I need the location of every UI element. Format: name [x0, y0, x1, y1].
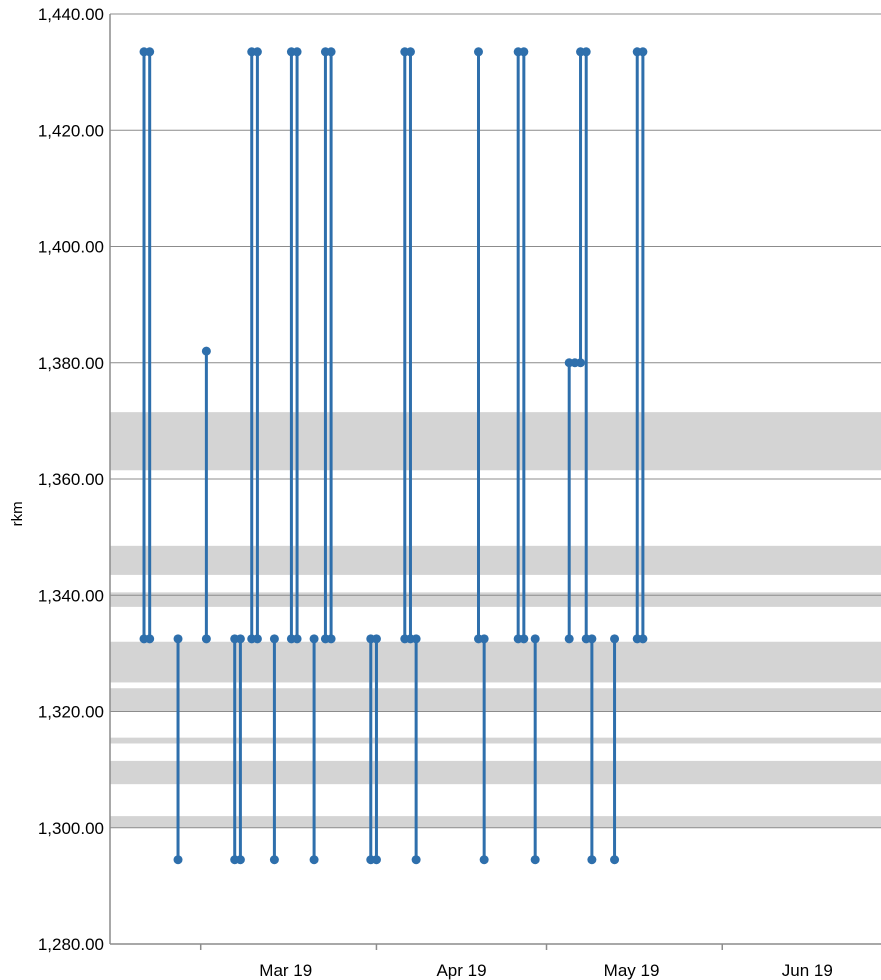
axes [109, 14, 881, 950]
shaded-band [110, 760, 881, 785]
data-point [638, 634, 648, 644]
y-tick-label: 1,300.00 [38, 819, 104, 838]
y-tick-label: 1,280.00 [38, 935, 104, 954]
shaded-band [110, 816, 881, 828]
data-point [530, 855, 540, 865]
data-point [519, 47, 529, 57]
data-point [371, 634, 381, 644]
x-tick-label: Jun 19 [782, 961, 833, 980]
data-point [581, 47, 591, 57]
data-point [610, 855, 620, 865]
data-point [479, 855, 489, 865]
y-tick-label: 1,360.00 [38, 470, 104, 489]
data-point [411, 855, 421, 865]
y-tick-label: 1,400.00 [38, 238, 104, 257]
data-point [309, 634, 319, 644]
data-point [479, 634, 489, 644]
data-point [473, 47, 483, 57]
data-point [587, 855, 597, 865]
shaded-band [110, 592, 881, 607]
data-point [570, 358, 580, 368]
y-tick-labels: 1,280.00 1,300.00 1,320.00 1,340.00 1,360.00… [38, 5, 104, 954]
data-point [411, 634, 421, 644]
gridlines [110, 13, 881, 829]
y-tick-label: 1,380.00 [38, 354, 104, 373]
data-point [292, 47, 302, 57]
y-tick-label: 1,440.00 [38, 5, 104, 24]
data-point [405, 47, 415, 57]
data-point [587, 634, 597, 644]
data-point [326, 634, 336, 644]
data-point [252, 634, 262, 644]
x-tick-label: Mar 19 [259, 961, 312, 980]
shaded-band [110, 545, 881, 575]
data-point [201, 346, 211, 356]
data-point [173, 855, 183, 865]
shaded-band [110, 737, 881, 744]
data-point [201, 634, 211, 644]
data-point [610, 634, 620, 644]
data-point [326, 47, 336, 57]
data-point [292, 634, 302, 644]
data-point [309, 855, 319, 865]
data-point [638, 47, 648, 57]
data-point [530, 634, 540, 644]
series-rkm [139, 47, 648, 865]
data-point [145, 634, 155, 644]
data-point [269, 634, 279, 644]
y-tick-label: 1,340.00 [38, 586, 104, 605]
x-tick-label: May 19 [604, 961, 660, 980]
x-tick-labels: Mar 19 Apr 19 May 19 Jun 19 [259, 961, 833, 980]
shaded-band [110, 412, 881, 471]
data-point [235, 634, 245, 644]
y-tick-label: 1,320.00 [38, 703, 104, 722]
x-tick-label: Apr 19 [436, 961, 486, 980]
data-point [564, 634, 574, 644]
data-point [269, 855, 279, 865]
data-point [235, 855, 245, 865]
data-point [371, 855, 381, 865]
data-point [519, 634, 529, 644]
data-point [173, 634, 183, 644]
shaded-band [110, 688, 881, 712]
data-point [145, 47, 155, 57]
y-axis-title: rkm [9, 501, 26, 526]
y-tick-label: 1,420.00 [38, 121, 104, 140]
shaded-band [110, 641, 881, 683]
shaded-bands [110, 412, 881, 828]
data-point [252, 47, 262, 57]
